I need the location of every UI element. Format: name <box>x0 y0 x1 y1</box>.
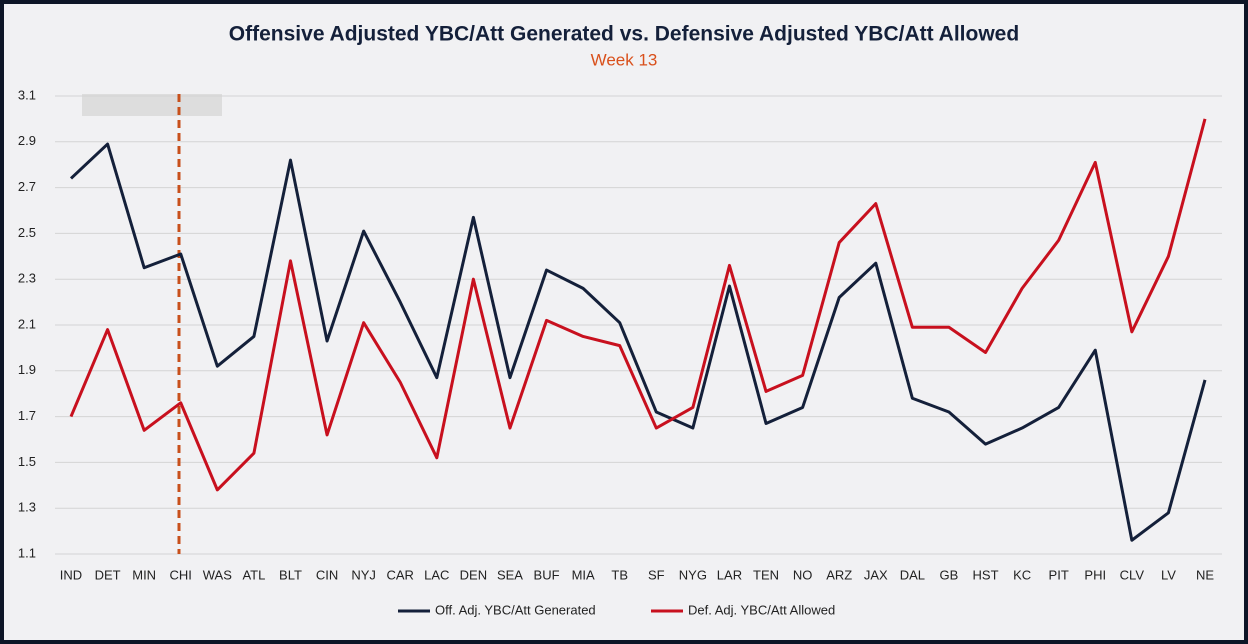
y-tick-label: 1.1 <box>18 545 36 560</box>
y-tick-label: 1.9 <box>18 362 36 377</box>
legend-label: Def. Adj. YBC/Att Allowed <box>688 602 835 617</box>
x-tick-label: DEN <box>460 567 487 582</box>
y-tick-label: 2.9 <box>18 133 36 148</box>
x-tick-label: TEN <box>753 567 779 582</box>
x-tick-label: JAX <box>864 567 888 582</box>
x-tick-label: CLV <box>1120 567 1145 582</box>
x-tick-label: BLT <box>279 567 302 582</box>
x-tick-label: SF <box>648 567 665 582</box>
x-tick-label: HST <box>973 567 999 582</box>
chart-title: Offensive Adjusted YBC/Att Generated vs.… <box>229 23 1019 46</box>
y-tick-label: 2.3 <box>18 271 36 286</box>
legend-label: Off. Adj. YBC/Att Generated <box>435 602 596 617</box>
x-tick-label: LAR <box>717 567 742 582</box>
x-tick-label: TB <box>611 567 628 582</box>
x-tick-label: NYJ <box>351 567 376 582</box>
y-tick-label: 1.7 <box>18 408 36 423</box>
legend: Off. Adj. YBC/Att Generated Def. Adj. YBC… <box>398 602 835 617</box>
y-tick-label: 1.3 <box>18 500 36 515</box>
y-tick-label: 2.7 <box>18 179 36 194</box>
x-tick-label: DAL <box>900 567 925 582</box>
x-tick-label: LV <box>1161 567 1176 582</box>
series-line <box>69 142 1207 542</box>
x-tick-label: IND <box>60 567 82 582</box>
decor <box>82 94 222 116</box>
x-tick-label: CHI <box>170 567 192 582</box>
x-tick-label: DET <box>95 567 121 582</box>
x-tick-label: MIN <box>132 567 156 582</box>
x-tick-label: NO <box>793 567 813 582</box>
x-tick-label: ARZ <box>826 567 852 582</box>
chart-subtitle: Week 13 <box>591 50 658 69</box>
x-tick-label: GB <box>940 567 959 582</box>
x-tick-label: BUF <box>534 567 560 582</box>
y-tick-label: 2.5 <box>18 225 36 240</box>
x-tick-label: SEA <box>497 567 523 582</box>
x-tick-label: NYG <box>679 567 707 582</box>
y-tick-label: 2.1 <box>18 316 36 331</box>
x-tick-label: CIN <box>316 567 338 582</box>
x-tick-label: PIT <box>1049 567 1069 582</box>
series-line <box>69 118 1207 492</box>
x-tick-label: MIA <box>572 567 595 582</box>
x-tick-label: PHI <box>1084 567 1106 582</box>
y-tick-label: 3.1 <box>18 87 36 102</box>
x-tick-label: ATL <box>242 567 265 582</box>
x-tick-label: KC <box>1013 567 1031 582</box>
x-tick-label: LAC <box>424 567 449 582</box>
x-tick-label: CAR <box>386 567 413 582</box>
y-tick-label: 1.5 <box>18 454 36 469</box>
x-tick-label: WAS <box>203 567 232 582</box>
x-tick-label: NE <box>1196 567 1214 582</box>
